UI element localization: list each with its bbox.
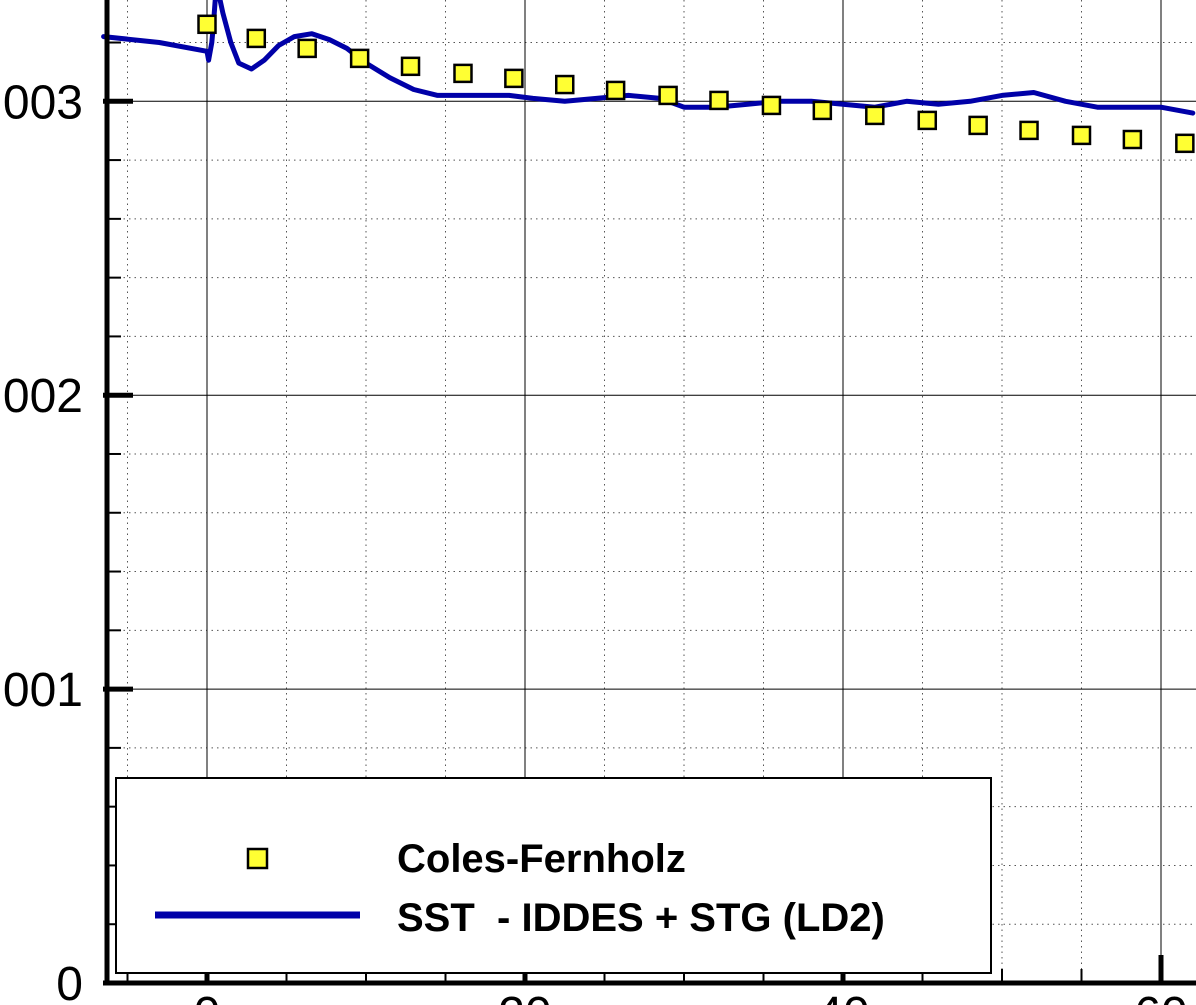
data-point-coles-fernholz xyxy=(761,95,782,116)
data-point-coles-fernholz xyxy=(917,110,938,131)
y-tick-label: 002 xyxy=(3,370,83,423)
data-point-coles-fernholz xyxy=(709,90,729,111)
data-point-coles-fernholz xyxy=(349,48,370,69)
legend: Coles-Fernholz SST - IDDES + STG (LD2) xyxy=(115,777,992,974)
x-tick-label: 40 xyxy=(816,988,869,1005)
data-point-coles-fernholz xyxy=(1071,125,1092,146)
data-point-coles-fernholz xyxy=(555,74,575,95)
data-point-coles-fernholz xyxy=(246,28,267,49)
data-point-coles-fernholz xyxy=(197,14,217,35)
x-tick-label: 0 xyxy=(194,988,221,1005)
tick-labels: 0 001 002 003 0 20 40 60 xyxy=(3,76,1188,1005)
data-point-coles-fernholz xyxy=(605,80,626,101)
legend-box xyxy=(115,777,992,974)
y-tick-label: 001 xyxy=(3,664,83,717)
data-point-coles-fernholz xyxy=(1122,129,1143,150)
data-point-coles-fernholz xyxy=(1175,133,1195,154)
data-point-coles-fernholz xyxy=(1019,120,1039,141)
legend-label-sst-iddes: SST - IDDES + STG (LD2) xyxy=(397,896,885,940)
y-tick-label: 0 xyxy=(56,958,83,1005)
data-point-coles-fernholz xyxy=(658,85,678,106)
legend-marker-icon xyxy=(246,847,269,870)
data-point-coles-fernholz xyxy=(865,105,885,126)
x-tick-label: 20 xyxy=(498,988,551,1005)
legend-label-coles-fernholz: Coles-Fernholz xyxy=(397,837,686,881)
data-point-coles-fernholz xyxy=(400,56,421,77)
axes xyxy=(103,0,1196,986)
y-tick-label: 003 xyxy=(3,76,83,129)
data-point-coles-fernholz xyxy=(504,68,524,89)
data-point-coles-fernholz xyxy=(453,63,473,84)
x-tick-label: 60 xyxy=(1134,988,1187,1005)
line-series xyxy=(101,0,1196,116)
marker-series xyxy=(197,14,1195,154)
data-point-coles-fernholz xyxy=(297,38,317,59)
data-point-coles-fernholz xyxy=(968,115,988,136)
series-line-sst-iddes xyxy=(101,0,1196,116)
data-point-coles-fernholz xyxy=(812,100,833,121)
